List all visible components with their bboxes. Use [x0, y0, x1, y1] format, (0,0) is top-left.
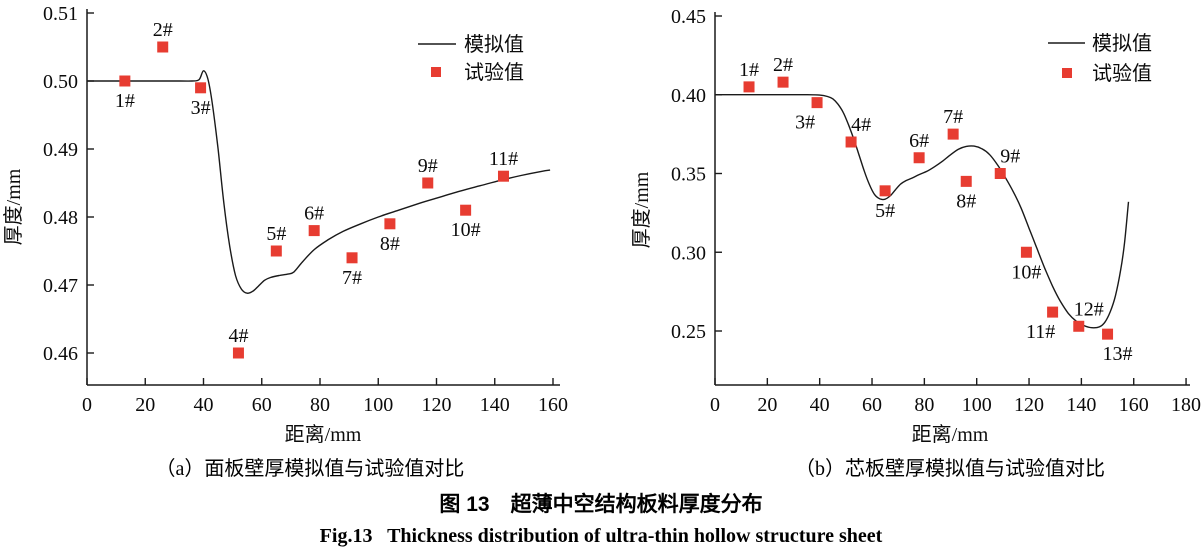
legend-sim-label: 模拟值: [1092, 32, 1152, 55]
experiment-point: [422, 177, 434, 189]
experiment-point: [777, 76, 789, 88]
experiment-point: [1073, 320, 1085, 332]
y-tick-label: 0.25: [671, 321, 706, 343]
x-tick-label: 120: [1014, 394, 1044, 416]
x-tick-label: 80: [310, 394, 330, 416]
point-label: 9#: [1000, 146, 1020, 168]
point-label: 8#: [380, 233, 400, 255]
point-label: 4#: [228, 325, 248, 347]
y-tick-label: 0.48: [43, 207, 78, 229]
experiment-point: [232, 347, 244, 359]
x-axis-label: 距离/mm: [912, 423, 989, 446]
figure-title-en: Fig.13 Thickness distribution of ultra-t…: [319, 525, 883, 547]
simulated-curve: [87, 70, 551, 294]
experiment-point: [384, 218, 396, 230]
x-tick-label: 0: [710, 394, 720, 416]
y-tick-label: 0.46: [43, 343, 78, 365]
legend-square-sample: [431, 67, 441, 77]
x-tick-label: 140: [1066, 394, 1096, 416]
x-tick-label: 20: [757, 394, 777, 416]
experiment-point: [947, 128, 959, 140]
x-tick-label: 180: [1171, 394, 1201, 416]
point-label: 13#: [1103, 343, 1133, 365]
point-label: 2#: [773, 54, 793, 76]
chart-b-core-wall-thickness: 0 20 40 60 80 100 120 140 160 180 0.45 0.40 0.35 0.30…: [630, 6, 1201, 446]
x-tick-label: 40: [194, 394, 214, 416]
experiment-point: [845, 136, 857, 148]
x-tick-label: 20: [135, 394, 155, 416]
point-label: 9#: [418, 155, 438, 177]
y-tick-label: 0.51: [43, 3, 78, 25]
x-tick-label: 40: [810, 394, 830, 416]
x-tick-label: 120: [422, 394, 452, 416]
x-tick-label: 160: [538, 394, 568, 416]
point-label: 2#: [153, 19, 173, 41]
experiment-point: [960, 175, 972, 187]
x-tick-label: 140: [480, 394, 510, 416]
x-tick-label: 160: [1119, 394, 1149, 416]
point-label: 11#: [489, 148, 518, 170]
experiment-point: [308, 225, 320, 237]
y-axis-label: 厚度/mm: [2, 168, 25, 245]
point-label: 12#: [1074, 298, 1104, 320]
experiment-point: [994, 168, 1006, 179]
x-tick-label: 60: [252, 394, 272, 416]
caption-b: （b）芯板壁厚模拟值与试验值对比: [795, 458, 1105, 480]
experiment-point: [743, 81, 755, 93]
x-tick-label: 0: [82, 394, 92, 416]
point-label: 3#: [795, 112, 815, 134]
experiment-point: [157, 41, 169, 53]
point-label: 4#: [851, 114, 871, 136]
point-label: 11#: [1026, 321, 1055, 343]
point-label: 10#: [451, 219, 481, 241]
point-label: 5#: [875, 200, 895, 222]
point-label: 1#: [739, 59, 759, 81]
y-tick-label: 0.50: [43, 71, 78, 93]
y-tick-label: 0.40: [671, 85, 706, 107]
experiment-point: [811, 97, 823, 109]
y-tick-label: 0.49: [43, 139, 78, 161]
legend-exp-label: 试验值: [1092, 62, 1152, 85]
x-axis-label: 距离/mm: [285, 423, 362, 446]
experiment-point: [346, 252, 358, 264]
point-label: 7#: [342, 267, 362, 289]
y-tick-label: 0.45: [671, 6, 706, 28]
experiment-point: [195, 82, 207, 94]
x-tick-label: 100: [962, 394, 992, 416]
experiment-point: [879, 185, 891, 197]
point-label: 5#: [266, 223, 286, 245]
y-tick-label: 0.35: [671, 164, 706, 186]
experiment-point: [913, 152, 925, 164]
point-label: 7#: [943, 106, 963, 128]
point-label: 1#: [115, 90, 135, 112]
experiment-point: [270, 245, 282, 257]
chart-a-panel-wall-thickness: 0 20 40 60 80 100 120 140 160 0.51 0.50 0.49 0.48 0.4…: [2, 3, 568, 446]
y-tick-label: 0.47: [43, 275, 78, 297]
y-tick-label: 0.30: [671, 242, 706, 264]
x-tick-label: 60: [862, 394, 882, 416]
figure-title-cn: 图 13 超薄中空结构板料厚度分布: [439, 493, 763, 516]
experiment-point: [1102, 328, 1114, 340]
caption-a: （a）面板壁厚模拟值与试验值对比: [155, 458, 465, 480]
experiment-point: [1020, 246, 1032, 258]
point-label: 3#: [191, 97, 211, 119]
x-tick-label: 100: [363, 394, 393, 416]
point-label: 6#: [304, 203, 324, 225]
legend-sim-label: 模拟值: [464, 33, 524, 56]
point-label: 10#: [1011, 261, 1041, 283]
y-axis-label: 厚度/mm: [630, 171, 653, 248]
legend-exp-label: 试验值: [464, 61, 524, 84]
experiment-point: [119, 75, 131, 87]
point-label: 8#: [956, 190, 976, 212]
experiment-point: [497, 170, 509, 182]
legend-square-sample: [1062, 68, 1072, 78]
x-tick-label: 80: [914, 394, 934, 416]
experiment-point: [460, 204, 472, 216]
experiment-point: [1047, 306, 1059, 318]
point-label: 6#: [909, 130, 929, 152]
